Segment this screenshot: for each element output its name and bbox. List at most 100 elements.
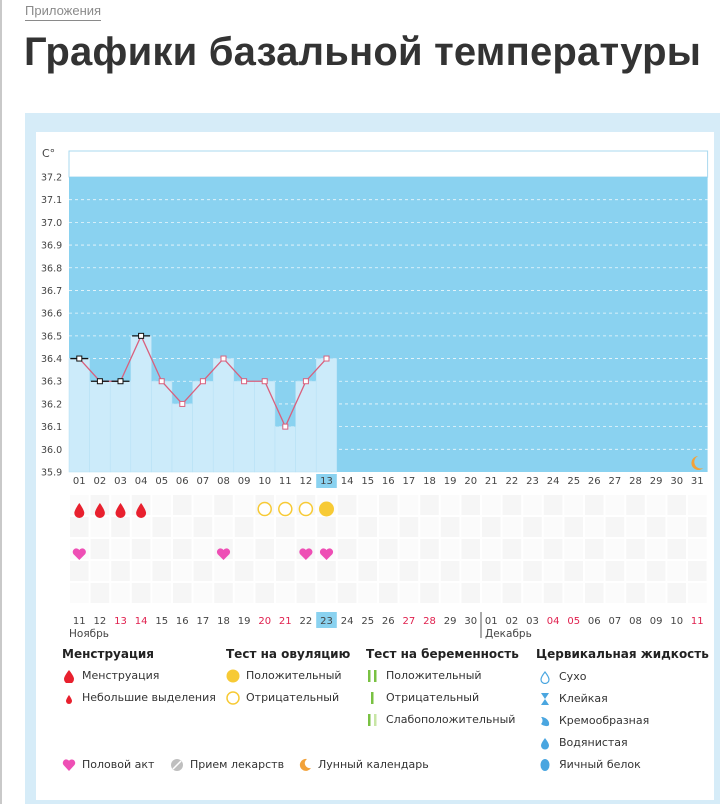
cycle-day-label: 20 — [464, 476, 477, 487]
event-cell — [234, 539, 254, 559]
calendar-date-label: 11 — [691, 616, 704, 627]
event-cell — [90, 561, 110, 581]
cycle-day-label: 09 — [238, 476, 251, 487]
event-cell — [585, 561, 604, 581]
event-cell — [399, 561, 419, 581]
event-cell — [646, 495, 666, 515]
event-cell — [379, 539, 398, 559]
event-cell — [70, 517, 89, 537]
legend-title-cervical: Цервикальная жидкость — [536, 647, 709, 661]
calendar-date-label: 30 — [464, 616, 477, 627]
cycle-day-label: 24 — [547, 476, 560, 487]
menstruation-drop-icon — [94, 503, 105, 518]
event-cell — [358, 583, 377, 603]
bbt-chart[interactable]: C° 37.2 37.1 37.0 36.9 36.8 36.7 36.6 36.5 36.4 36… — [36, 132, 714, 652]
event-cell — [482, 539, 501, 559]
event-cell — [440, 539, 460, 559]
event-cell — [173, 495, 192, 515]
event-cell — [358, 495, 377, 515]
event-cell — [461, 539, 480, 559]
event-cell — [111, 517, 130, 537]
month-label: Декабрь — [485, 628, 532, 640]
event-cell — [461, 561, 480, 581]
cycle-day-label: 27 — [609, 476, 622, 487]
egg-white-icon — [540, 759, 550, 771]
calendar-date-label: 12 — [94, 616, 107, 627]
ovulation-negative-icon — [257, 501, 272, 517]
temp-point — [199, 378, 206, 385]
drop-icon — [64, 670, 74, 683]
event-cell — [399, 539, 419, 559]
event-cell — [461, 495, 480, 515]
y-tick-label: 36.6 — [41, 309, 62, 320]
cycle-day-label: 01 — [73, 476, 86, 487]
event-cell — [173, 583, 192, 603]
page-title: Графики базальной температуры — [24, 30, 702, 74]
calendar-date-label: 08 — [629, 616, 642, 627]
cycle-day-label: 04 — [135, 476, 148, 487]
event-cell — [543, 539, 563, 559]
menstruation-drop-icon — [74, 503, 85, 518]
event-cell — [255, 561, 274, 581]
event-cell — [234, 583, 254, 603]
event-cell — [337, 561, 357, 581]
event-cell — [317, 583, 336, 603]
event-cell — [543, 561, 563, 581]
moon-icon — [299, 758, 311, 771]
event-cell — [564, 583, 583, 603]
event-cell — [585, 539, 604, 559]
menstruation-drop-icon — [136, 503, 147, 518]
heart-icon — [319, 548, 334, 560]
temp-point — [323, 355, 330, 362]
month-label: Ноябрь — [69, 628, 109, 640]
event-cell — [379, 561, 398, 581]
event-cell — [461, 583, 480, 603]
y-tick-label: 36.0 — [41, 445, 62, 456]
temp-point — [261, 378, 268, 385]
cycle-day-label: 11 — [279, 476, 292, 487]
event-cell — [358, 517, 377, 537]
event-cell — [193, 561, 213, 581]
event-cell — [152, 495, 171, 515]
cycle-day-label: 23 — [526, 476, 539, 487]
event-cell — [482, 561, 501, 581]
event-cell — [276, 517, 295, 537]
ovulation-positive-icon — [319, 501, 334, 517]
event-cell — [276, 539, 295, 559]
event-cell — [646, 517, 666, 537]
event-cell — [440, 495, 460, 515]
y-tick-label: 36.5 — [41, 331, 62, 342]
moon-icon — [691, 456, 704, 470]
event-cell — [214, 495, 233, 515]
calendar-date-label: 20 — [258, 616, 271, 627]
event-cell — [399, 495, 419, 515]
y-tick-label: 36.2 — [41, 399, 62, 410]
event-cell — [90, 539, 110, 559]
today-highlight — [316, 474, 337, 488]
event-cell — [564, 517, 583, 537]
event-cell — [420, 561, 439, 581]
single-bar-icon — [371, 692, 374, 704]
y-tick-label: 36.1 — [41, 422, 62, 433]
event-cell — [70, 583, 89, 603]
cycle-day-label: 28 — [629, 476, 642, 487]
event-cell — [482, 583, 501, 603]
temp-point — [117, 378, 124, 385]
legend: Менструация Менструация Небольшие выделе… — [62, 647, 709, 771]
event-cell — [296, 517, 316, 537]
y-tick-label: 36.4 — [41, 354, 62, 365]
calendar-date-label: 07 — [609, 616, 622, 627]
event-cell — [276, 583, 295, 603]
breadcrumb[interactable]: Приложения — [25, 3, 102, 21]
event-cell — [193, 517, 213, 537]
cycle-day-label: 14 — [341, 476, 354, 487]
event-cell — [420, 495, 439, 515]
heart-icon — [62, 759, 76, 771]
event-cell — [131, 561, 151, 581]
event-cell — [543, 583, 563, 603]
event-cell — [688, 539, 707, 559]
calendar-date-label: 22 — [300, 616, 313, 627]
cycle-day-label: 25 — [567, 476, 580, 487]
event-cell — [605, 583, 625, 603]
event-cell — [461, 517, 480, 537]
